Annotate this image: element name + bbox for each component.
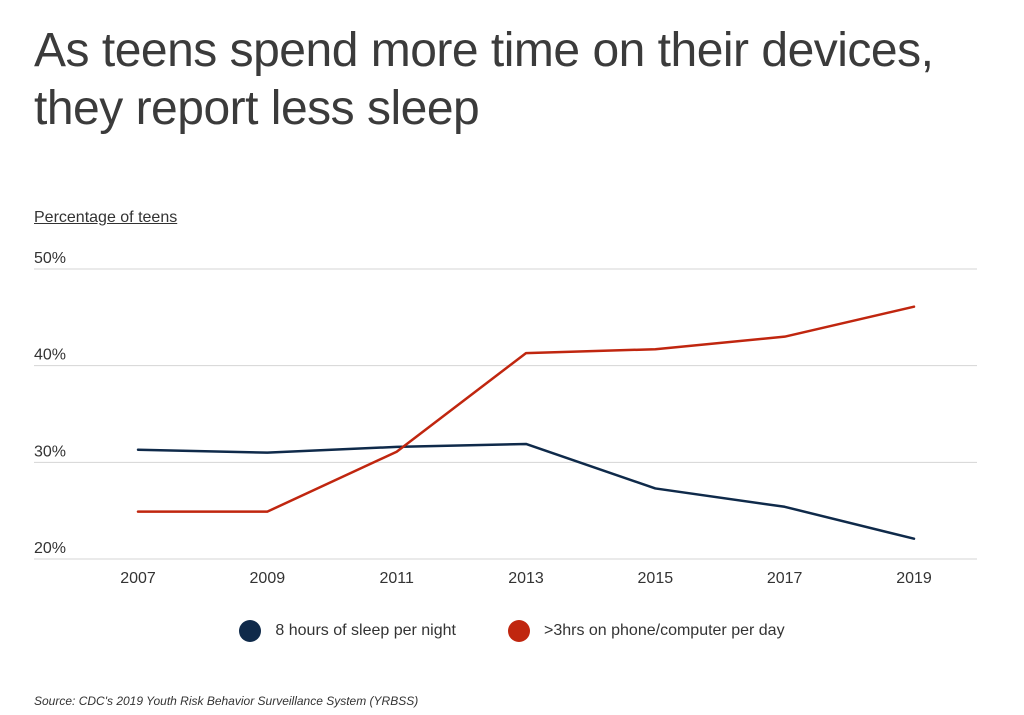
legend-item-sleep[interactable]: 8 hours of sleep per night [239, 620, 456, 642]
y-tick-label: 50% [34, 250, 66, 267]
grid-lines [34, 268, 977, 560]
legend-label-sleep: 8 hours of sleep per night [275, 622, 456, 639]
legend-swatch-screen-time [507, 620, 530, 642]
x-tick-label: 2013 [508, 570, 544, 587]
legend-label-screen-time: >3hrs on phone/computer per day [543, 622, 785, 639]
x-tick-label: 2011 [379, 570, 414, 587]
series-line-0[interactable] [136, 442, 916, 540]
x-tick-label: 2015 [638, 570, 674, 587]
x-tick-labels: 2007 2009 2011 2013 2015 2017 2019 [120, 570, 932, 587]
source-note: Source: CDC's 2019 Youth Risk Behavior S… [34, 694, 419, 708]
legend-swatch-sleep [239, 620, 262, 642]
y-tick-label: 20% [34, 540, 66, 557]
y-axis-label: Percentage of teens [34, 209, 178, 226]
series-lines [136, 305, 916, 540]
x-tick-label: 2007 [120, 570, 156, 587]
y-tick-labels: 20% 30% 40% 50% [34, 250, 66, 557]
y-tick-label: 30% [34, 443, 66, 460]
y-tick-label: 40% [34, 347, 66, 364]
x-tick-label: 2019 [896, 570, 932, 587]
x-tick-label: 2009 [250, 570, 286, 587]
chart-title: As teens spend more time on their device… [34, 24, 934, 135]
legend-item-screen-time[interactable]: >3hrs on phone/computer per day [507, 620, 785, 642]
legend: 8 hours of sleep per night >3hrs on phon… [0, 620, 1024, 642]
x-tick-label: 2017 [767, 570, 803, 587]
series-line-1[interactable] [136, 305, 916, 513]
